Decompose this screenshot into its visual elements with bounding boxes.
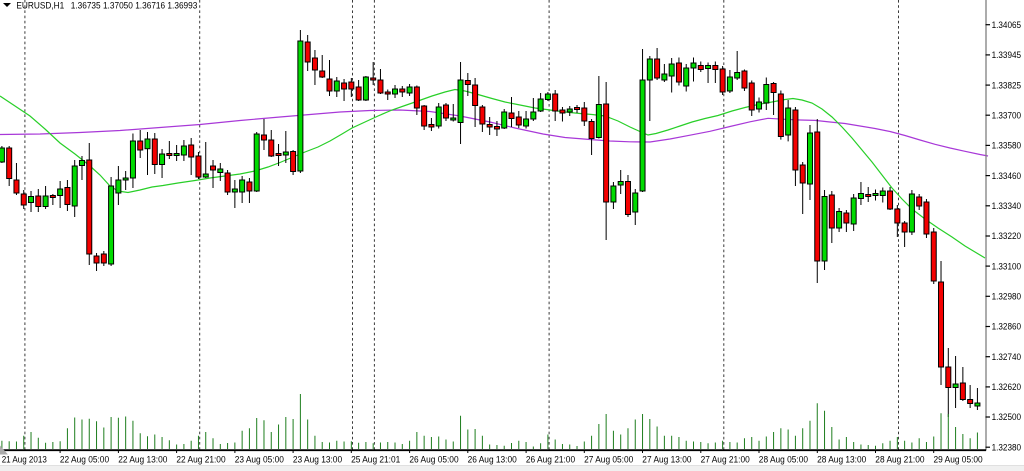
svg-text:25 Aug 21:01: 25 Aug 21:01 <box>351 455 400 465</box>
svg-text:1.33825: 1.33825 <box>992 80 1022 90</box>
svg-text:1.32740: 1.32740 <box>992 352 1022 362</box>
svg-text:26 Aug 05:00: 26 Aug 05:00 <box>409 455 458 465</box>
svg-text:EURUSD,H1 1.36735 1.37050 1.3: EURUSD,H1 1.36735 1.37050 1.36716 1.3699… <box>16 1 197 11</box>
svg-text:23 Aug 05:00: 23 Aug 05:00 <box>235 455 284 465</box>
svg-text:1.32500: 1.32500 <box>992 412 1022 422</box>
svg-text:1.32380: 1.32380 <box>992 442 1022 452</box>
svg-text:1.32620: 1.32620 <box>992 382 1022 392</box>
svg-text:22 Aug 21:00: 22 Aug 21:00 <box>176 455 225 465</box>
svg-text:1.33100: 1.33100 <box>992 261 1022 271</box>
svg-text:1.34065: 1.34065 <box>992 20 1022 30</box>
svg-text:28 Aug 05:00: 28 Aug 05:00 <box>759 455 808 465</box>
svg-text:29 Aug 05:00: 29 Aug 05:00 <box>934 455 983 465</box>
svg-text:26 Aug 13:00: 26 Aug 13:00 <box>468 455 517 465</box>
svg-text:21 Aug 2013: 21 Aug 2013 <box>2 455 47 465</box>
svg-text:22 Aug 05:00: 22 Aug 05:00 <box>60 455 109 465</box>
svg-text:1.33460: 1.33460 <box>992 171 1022 181</box>
svg-text:22 Aug 13:00: 22 Aug 13:00 <box>118 455 167 465</box>
svg-text:1.32980: 1.32980 <box>992 292 1022 302</box>
svg-text:1.33220: 1.33220 <box>992 231 1022 241</box>
svg-text:27 Aug 21:00: 27 Aug 21:00 <box>701 455 750 465</box>
svg-text:1.33340: 1.33340 <box>992 201 1022 211</box>
svg-text:1.33945: 1.33945 <box>992 50 1022 60</box>
svg-text:28 Aug 13:00: 28 Aug 13:00 <box>817 455 866 465</box>
svg-text:23 Aug 13:00: 23 Aug 13:00 <box>293 455 342 465</box>
svg-text:28 Aug 21:00: 28 Aug 21:00 <box>875 455 924 465</box>
svg-text:1.33580: 1.33580 <box>992 141 1022 151</box>
svg-text:1.32860: 1.32860 <box>992 322 1022 332</box>
svg-text:27 Aug 13:00: 27 Aug 13:00 <box>642 455 691 465</box>
svg-text:27 Aug 05:00: 27 Aug 05:00 <box>584 455 633 465</box>
svg-text:1.33700: 1.33700 <box>992 110 1022 120</box>
svg-text:26 Aug 21:00: 26 Aug 21:00 <box>526 455 575 465</box>
